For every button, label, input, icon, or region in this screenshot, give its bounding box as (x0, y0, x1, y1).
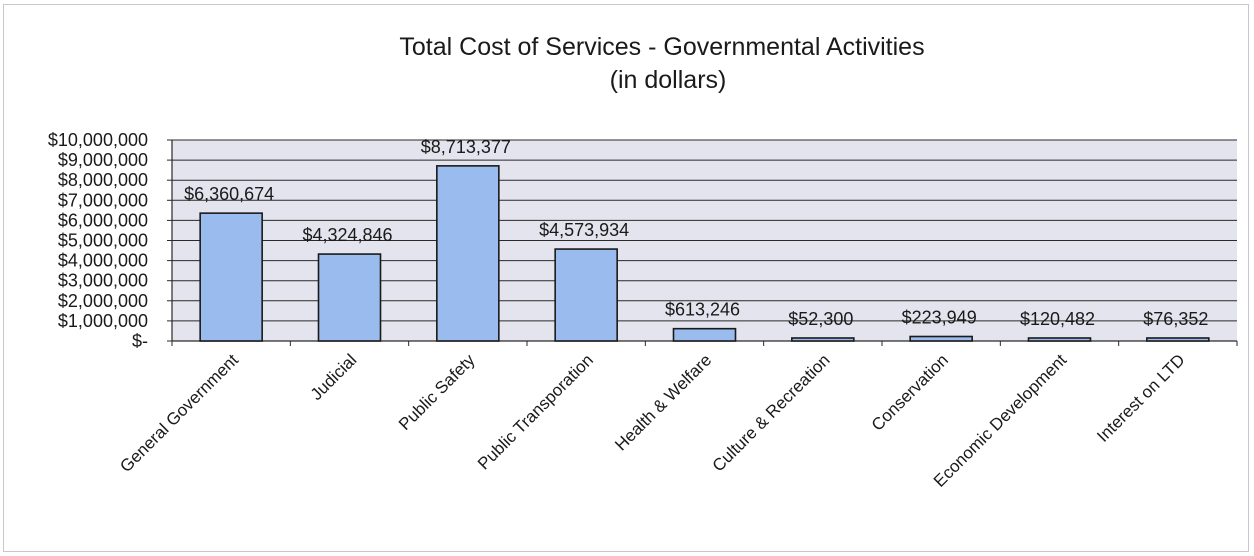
y-tick-label: $- (132, 331, 148, 351)
chart-subtitle: (in dollars) (610, 66, 727, 94)
y-tick-label: $2,000,000 (58, 291, 148, 311)
x-tick-label: Interest on LTD (1093, 350, 1188, 445)
bar (672, 327, 737, 342)
chart-title: Total Cost of Services - Governmental Ac… (399, 33, 924, 61)
bar (317, 253, 382, 342)
bar (1146, 337, 1210, 342)
x-tick-label: General Government (116, 350, 242, 476)
x-tick-label: Judicial (307, 350, 361, 404)
bar (199, 212, 263, 342)
x-tick-label: Economic Development (930, 350, 1071, 491)
x-tick-label: Public Transporation (474, 350, 597, 473)
plot-area: $-$1,000,000$2,000,000$3,000,000$4,000,0… (48, 130, 1238, 491)
y-tick-label: $4,000,000 (58, 251, 148, 271)
y-tick-label: $9,000,000 (58, 150, 148, 170)
x-tick-label: Health & Welfare (611, 350, 715, 454)
y-tick-label: $3,000,000 (58, 271, 148, 291)
y-tick-label: $7,000,000 (58, 190, 148, 210)
data-label: $6,360,674 (184, 184, 274, 204)
data-label: $8,713,377 (421, 137, 511, 157)
bar (554, 248, 618, 342)
data-label: $4,573,934 (539, 220, 629, 240)
bar (436, 165, 500, 342)
y-tick-label: $5,000,000 (58, 231, 148, 251)
data-label: $4,324,846 (302, 225, 392, 245)
data-label: $223,949 (902, 307, 977, 327)
bar (909, 335, 973, 342)
data-label: $52,300 (788, 309, 853, 329)
x-tick-label: Public Safety (395, 350, 479, 434)
bar (1027, 337, 1092, 342)
x-tick-label: Culture & Recreation (709, 350, 834, 475)
y-tick-label: $1,000,000 (58, 311, 148, 331)
y-tick-label: $8,000,000 (58, 170, 148, 190)
y-tick-label: $6,000,000 (58, 210, 148, 230)
y-tick-label: $10,000,000 (48, 130, 148, 150)
data-label: $76,352 (1143, 309, 1208, 329)
data-label: $613,246 (665, 300, 740, 320)
data-label: $120,482 (1020, 309, 1095, 329)
x-tick-label: Conservation (868, 350, 952, 434)
bar (791, 337, 855, 342)
